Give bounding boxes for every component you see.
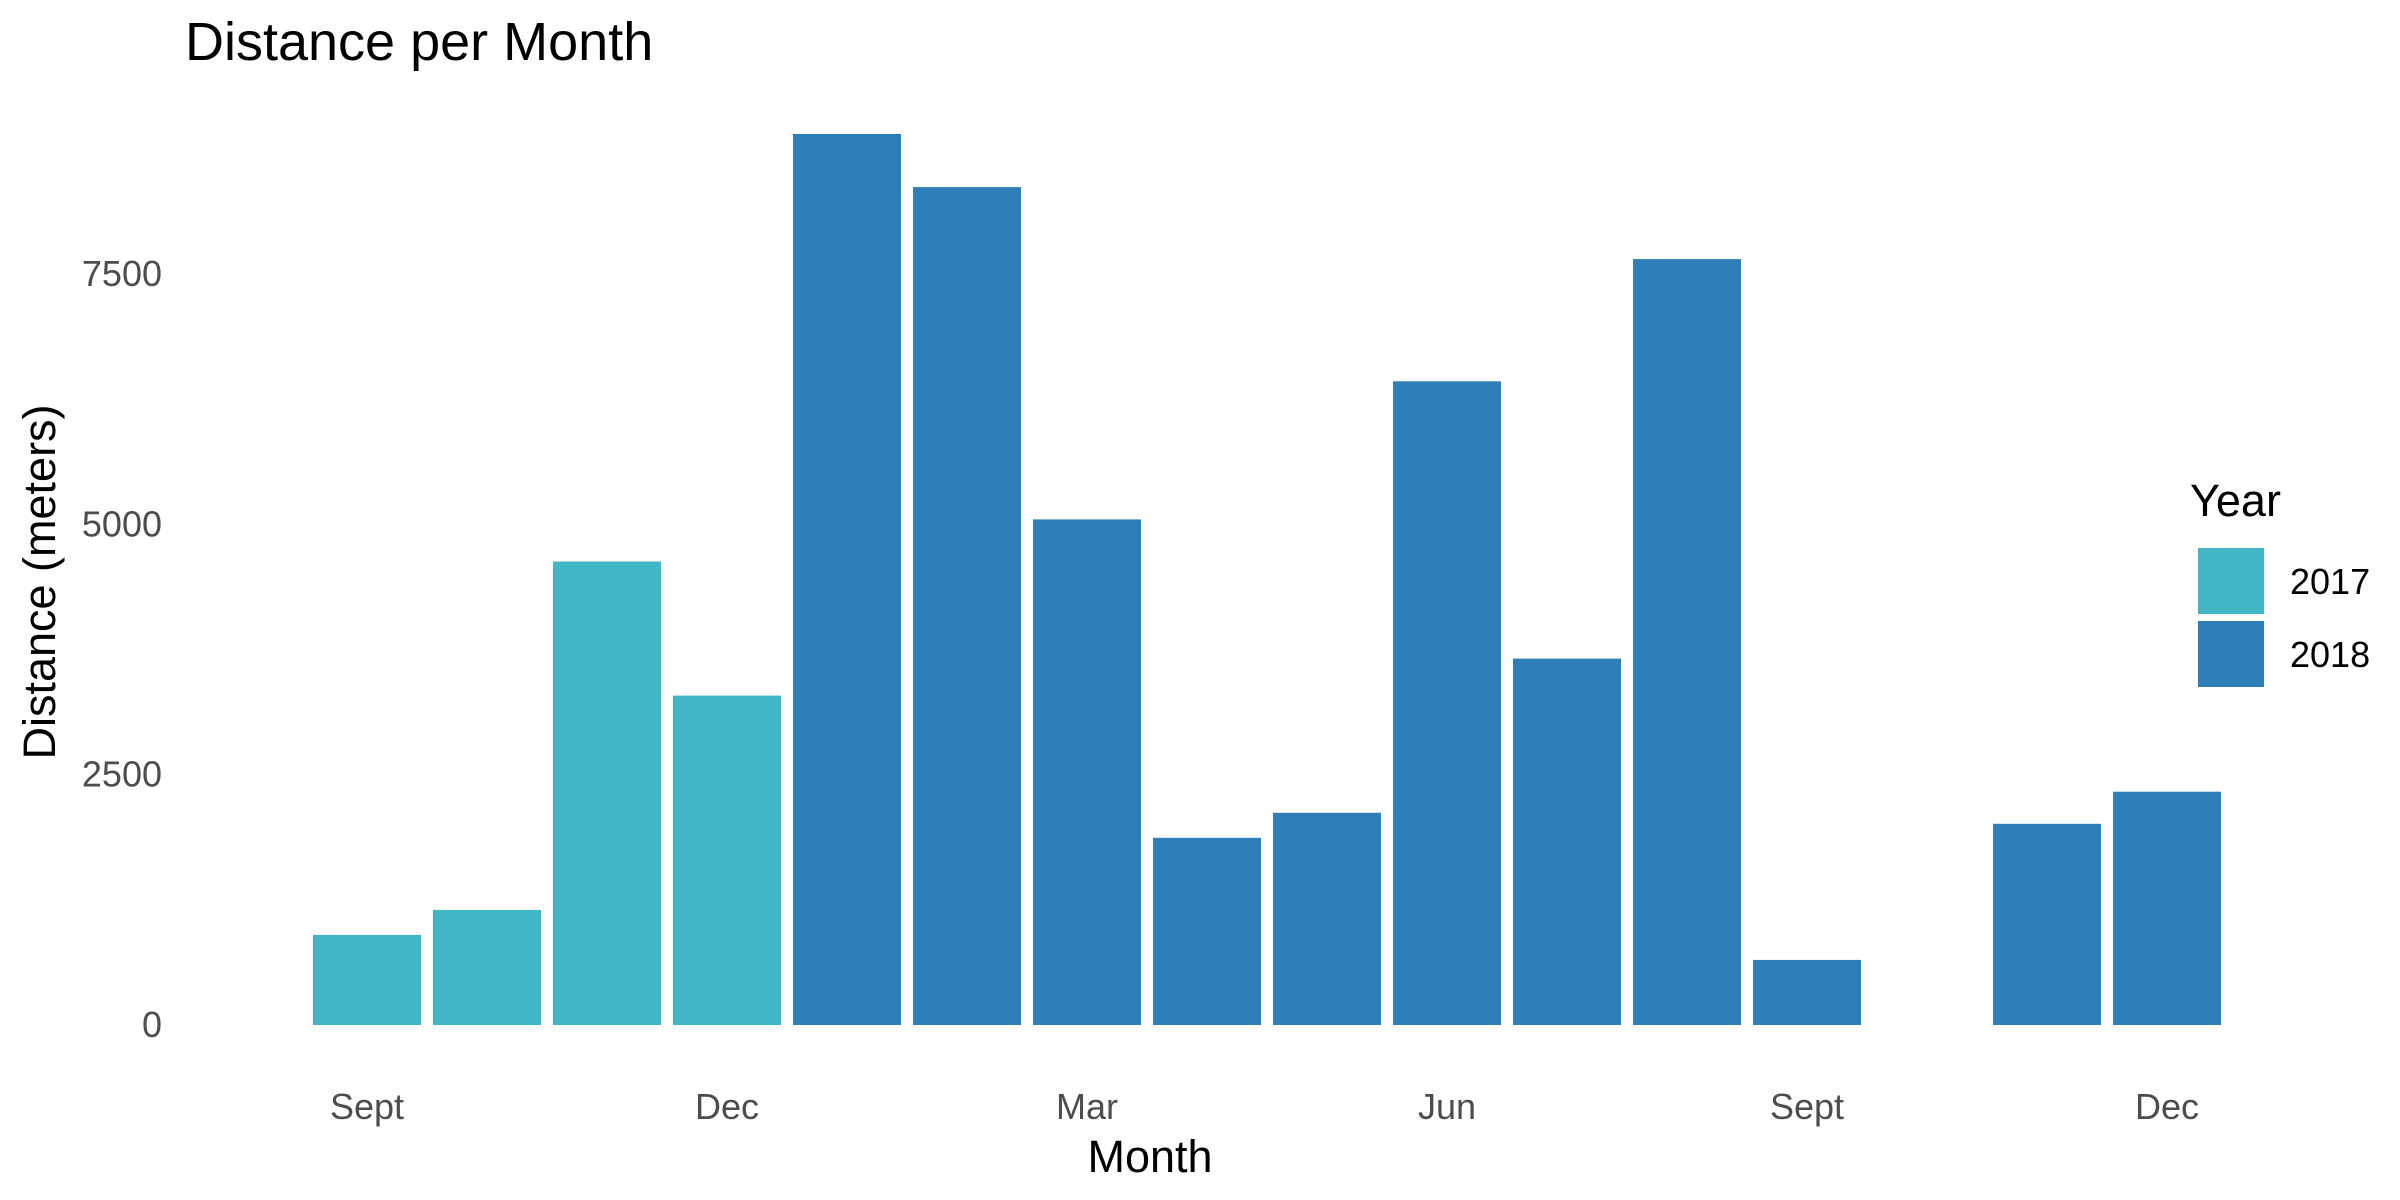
x-axis-title: Month	[1087, 1131, 1212, 1182]
bars-group	[313, 134, 2221, 1026]
bar-2018-2018-07	[1513, 658, 1621, 1025]
bar-2018-2018-06	[1393, 381, 1501, 1025]
y-axis-title: Distance (meters)	[14, 404, 65, 759]
y-tick-label: 7500	[82, 253, 162, 294]
bar-2018-2018-12	[2113, 791, 2221, 1025]
x-tick-label: Sept	[1770, 1086, 1844, 1127]
y-tick-label: 0	[142, 1004, 162, 1045]
bar-2018-2018-01	[793, 134, 901, 1025]
y-tick-label: 5000	[82, 503, 162, 544]
legend-label-2018: 2018	[2290, 634, 2370, 675]
bar-2018-2018-04	[1153, 837, 1261, 1025]
bar-2018-2018-05	[1273, 812, 1381, 1025]
x-tick-label: Jun	[1418, 1086, 1476, 1127]
x-axis-ticks: Sept Dec Mar Jun Sept Dec	[330, 1086, 2199, 1127]
bar-2017-2017-11	[553, 561, 661, 1025]
x-tick-label: Dec	[2135, 1086, 2199, 1127]
x-tick-label: Mar	[1056, 1086, 1118, 1127]
bar-2018-2018-03	[1033, 519, 1141, 1025]
bar-2017-2017-12	[673, 695, 781, 1025]
bar-2018-2018-08	[1633, 259, 1741, 1026]
bar-2018-2018-02	[913, 187, 1021, 1026]
y-axis-ticks: 0 2500 5000 7500	[82, 253, 162, 1045]
x-tick-label: Dec	[695, 1086, 759, 1127]
bar-2017-2017-09	[313, 934, 421, 1025]
chart-title: Distance per Month	[185, 12, 653, 72]
bar-2017-2017-10	[433, 909, 541, 1025]
legend-key-2017	[2198, 548, 2264, 614]
legend-label-2017: 2017	[2290, 561, 2370, 602]
bar-2018-2018-11	[1993, 823, 2101, 1025]
x-tick-label: Sept	[330, 1086, 404, 1127]
bar-2018-2018-09	[1753, 959, 1861, 1025]
legend-title: Year	[2190, 475, 2281, 526]
y-tick-label: 2500	[82, 754, 162, 795]
legend: Year 2017 2018	[2190, 475, 2370, 687]
legend-key-2018	[2198, 621, 2264, 687]
